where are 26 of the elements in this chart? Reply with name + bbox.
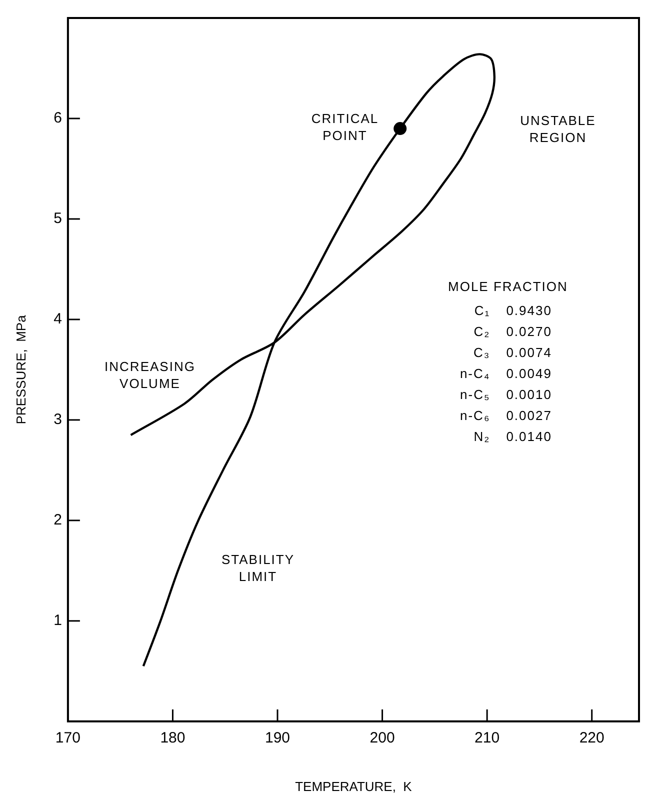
y-tick-label: 1 (54, 612, 62, 630)
y-tick-label: 4 (54, 310, 62, 328)
x-tick-label: 190 (264, 730, 290, 747)
y-tick-label: 2 (54, 512, 62, 529)
x-tick-label: 200 (370, 730, 395, 747)
annotation: STABILITY LIMIT (220, 551, 296, 585)
annotation: MOLE FRACTION (447, 278, 569, 296)
x-tick-label: 220 (579, 730, 604, 747)
annotation: INCREASING VOLUME (104, 358, 196, 392)
text: N₂ 0.0140 (474, 429, 552, 444)
text: n-C₄ 0.0049 (460, 366, 552, 381)
x-tick-label: 180 (160, 730, 186, 747)
x-tick-label: 210 (474, 730, 500, 747)
y-axis-title: PRESSURE, MPa (13, 314, 28, 424)
text: n-C₆ 0.0027 (460, 408, 552, 423)
x-axis-title: TEMPERATURE, K (295, 778, 412, 794)
text: n-C₅ 0.0010 (460, 387, 552, 402)
annotation: CRITICAL POINT (310, 110, 380, 144)
text: C₂ 0.0270 (474, 324, 552, 339)
text: C₃ 0.0074 (474, 345, 552, 360)
annotation: UNSTABLE REGION (519, 112, 597, 146)
x-tick-label: 170 (55, 730, 80, 747)
y-tick-label: 6 (54, 110, 62, 127)
y-tick-label: 3 (54, 411, 62, 428)
text: C₁ 0.9430 (474, 303, 552, 318)
y-tick-label: 5 (54, 210, 62, 228)
